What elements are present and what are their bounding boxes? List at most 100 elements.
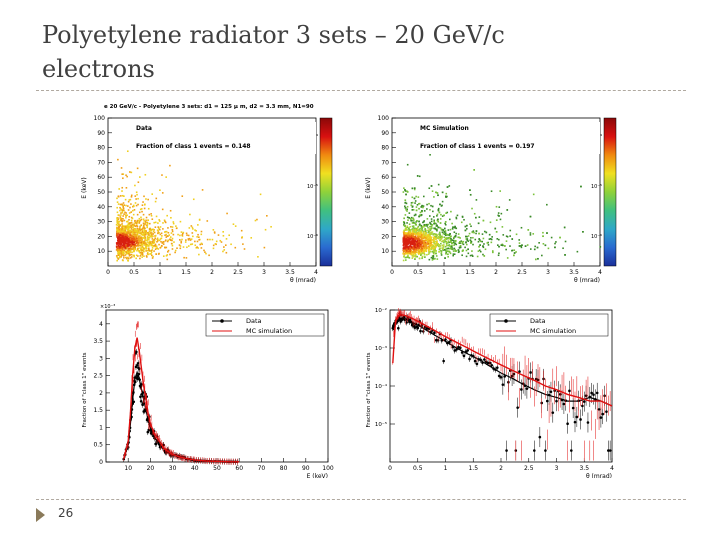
density-point bbox=[126, 226, 129, 228]
density-point bbox=[444, 230, 447, 232]
density-point bbox=[450, 245, 452, 248]
density-point bbox=[132, 205, 134, 208]
density-point bbox=[144, 243, 146, 246]
data-point bbox=[499, 375, 503, 379]
density-point bbox=[130, 171, 133, 174]
density-point bbox=[428, 215, 431, 217]
density-point bbox=[148, 242, 151, 244]
density-point bbox=[180, 241, 183, 244]
density-point bbox=[411, 257, 414, 259]
density-point bbox=[410, 245, 412, 248]
density-point bbox=[145, 216, 148, 219]
density-point bbox=[155, 197, 158, 200]
density-point bbox=[404, 246, 407, 248]
density-point bbox=[451, 244, 453, 247]
density-point bbox=[405, 240, 407, 243]
density-point bbox=[152, 230, 155, 233]
density-point bbox=[120, 229, 123, 231]
density-point bbox=[124, 225, 126, 227]
density-point bbox=[486, 242, 489, 244]
density-point bbox=[453, 241, 455, 244]
density-point bbox=[115, 245, 118, 248]
data-point bbox=[592, 393, 595, 396]
density-point bbox=[440, 242, 442, 245]
density-point bbox=[115, 223, 118, 226]
density-point bbox=[156, 237, 159, 240]
density-point bbox=[125, 212, 127, 214]
density-point bbox=[139, 219, 142, 222]
density-point bbox=[145, 250, 147, 252]
data-point bbox=[581, 404, 584, 408]
density-point bbox=[136, 219, 139, 222]
density-point bbox=[471, 207, 473, 210]
density-point bbox=[203, 249, 205, 252]
density-point bbox=[119, 234, 122, 236]
density-point bbox=[157, 253, 160, 255]
density-point bbox=[407, 256, 409, 258]
data-point bbox=[571, 406, 575, 410]
density-point bbox=[422, 234, 425, 237]
density-point bbox=[127, 239, 130, 241]
density-point bbox=[406, 246, 409, 249]
data-point bbox=[132, 400, 136, 404]
density-point bbox=[123, 235, 125, 237]
density-point bbox=[135, 237, 138, 240]
density-point bbox=[194, 229, 196, 231]
density-point bbox=[413, 248, 415, 250]
density-point bbox=[181, 234, 183, 236]
density-point bbox=[426, 242, 428, 245]
density-point bbox=[142, 246, 145, 249]
density-point bbox=[153, 240, 156, 242]
density-point bbox=[140, 228, 143, 231]
density-point bbox=[148, 238, 150, 241]
data-point bbox=[409, 320, 413, 324]
density-point bbox=[403, 234, 405, 237]
density-point bbox=[423, 239, 426, 242]
density-point bbox=[468, 232, 471, 235]
density-point bbox=[466, 224, 468, 227]
density-point bbox=[419, 239, 422, 241]
density-point bbox=[407, 227, 410, 230]
density-point bbox=[452, 254, 454, 257]
density-point bbox=[118, 250, 120, 253]
density-point bbox=[148, 230, 151, 233]
density-point bbox=[490, 238, 493, 241]
density-point bbox=[140, 218, 143, 221]
density-point bbox=[148, 248, 150, 251]
density-point bbox=[191, 243, 194, 245]
density-point bbox=[554, 246, 556, 249]
density-point bbox=[133, 209, 136, 211]
density-point bbox=[157, 238, 159, 241]
density-point bbox=[154, 237, 156, 239]
density-point bbox=[410, 240, 413, 242]
y-tick-label: 40 bbox=[97, 204, 105, 211]
data-point bbox=[545, 399, 549, 403]
density-point bbox=[166, 251, 169, 253]
density-point bbox=[127, 235, 130, 238]
data-point bbox=[132, 383, 136, 387]
density-point bbox=[415, 245, 418, 248]
density-point bbox=[120, 236, 123, 239]
density-point bbox=[467, 240, 470, 242]
density-point bbox=[418, 238, 421, 240]
density-point bbox=[155, 245, 158, 248]
density-point bbox=[115, 255, 118, 257]
density-point bbox=[120, 212, 122, 214]
density-point bbox=[175, 227, 178, 230]
density-point bbox=[437, 243, 440, 245]
density-point bbox=[116, 197, 118, 200]
density-point bbox=[409, 232, 411, 235]
density-point bbox=[432, 257, 434, 260]
density-point bbox=[415, 206, 418, 208]
density-point bbox=[172, 221, 175, 223]
density-point bbox=[402, 236, 405, 239]
density-point bbox=[241, 236, 244, 238]
density-point bbox=[123, 228, 126, 231]
data-point bbox=[573, 420, 577, 424]
x-tick-label: 30 bbox=[169, 465, 177, 472]
density-point bbox=[144, 220, 147, 223]
density-point bbox=[406, 248, 408, 251]
density-point bbox=[498, 215, 500, 217]
density-point bbox=[119, 203, 122, 206]
density-point bbox=[435, 191, 437, 194]
